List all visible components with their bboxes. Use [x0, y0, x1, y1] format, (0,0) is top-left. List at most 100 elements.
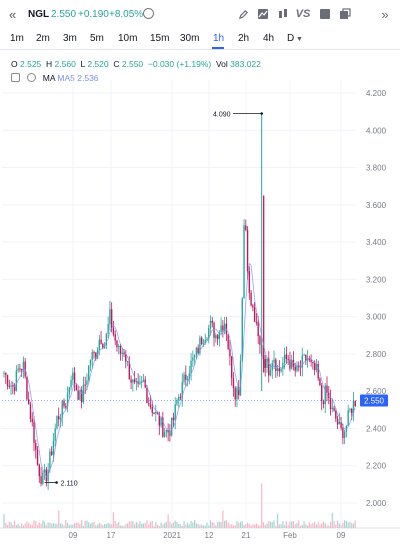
- candle: [65, 406, 67, 408]
- y-tick-label: 4.000: [366, 126, 387, 135]
- tf-d[interactable]: D: [287, 33, 295, 44]
- volume-bar: [336, 520, 339, 528]
- volume-bar: [26, 521, 28, 528]
- tf-4h[interactable]: 4h: [263, 33, 275, 44]
- candle: [42, 472, 44, 484]
- compare-icon[interactable]: VS: [295, 8, 311, 20]
- volume-bar: [271, 522, 273, 528]
- candle: [340, 421, 342, 429]
- volume-bar: [308, 522, 310, 528]
- candle: [285, 354, 288, 359]
- eye-icon[interactable]: [27, 73, 37, 82]
- more-chevron-icon[interactable]: »: [381, 6, 389, 22]
- candle: [239, 360, 242, 396]
- volume-bar: [291, 521, 293, 528]
- volume-bar: [155, 522, 157, 528]
- tf-15m[interactable]: 15m: [150, 33, 170, 44]
- tf-10m[interactable]: 10m: [118, 33, 138, 44]
- tf-3m[interactable]: 3m: [63, 33, 77, 44]
- volume-bar: [321, 523, 323, 528]
- volume-bar: [93, 521, 95, 528]
- candle: [132, 379, 134, 383]
- candle: [268, 358, 270, 376]
- tf-30m[interactable]: 30m: [180, 33, 200, 44]
- collapse-icon[interactable]: [11, 73, 20, 82]
- volume-bar: [169, 521, 171, 528]
- symbol-name[interactable]: NGL: [28, 9, 50, 20]
- volume-bar: [126, 523, 129, 528]
- volume-bar: [185, 524, 187, 528]
- tf-2m[interactable]: 2m: [36, 33, 50, 44]
- tf-2h[interactable]: 2h: [238, 33, 250, 44]
- candle: [28, 399, 30, 405]
- candle: [8, 385, 10, 387]
- candle: [119, 345, 122, 354]
- vol-value: 383.022: [230, 59, 261, 69]
- candle: [93, 352, 95, 354]
- volume-bar: [107, 522, 109, 528]
- candle: [190, 360, 192, 374]
- candle: [218, 331, 221, 340]
- volume-bar: [296, 523, 298, 528]
- volume-bar: [75, 523, 77, 528]
- tf-1h[interactable]: 1h: [213, 33, 225, 44]
- layout-icon[interactable]: [338, 7, 352, 21]
- indicators-icon[interactable]: [318, 7, 332, 21]
- candle: [255, 321, 258, 323]
- candle: [197, 347, 199, 354]
- candle: [321, 385, 323, 402]
- volume-bar: [329, 521, 332, 528]
- candle: [63, 400, 65, 407]
- clock-icon[interactable]: [143, 8, 154, 19]
- volume-bar: [149, 521, 152, 528]
- volume-bar: [40, 523, 42, 528]
- candle: [123, 352, 125, 355]
- volume-bar: [192, 522, 194, 528]
- volume-bar: [144, 522, 146, 528]
- back-icon[interactable]: «: [9, 7, 17, 22]
- volume-bar: [342, 522, 344, 528]
- candle: [333, 407, 335, 411]
- tf-5m[interactable]: 5m: [90, 33, 104, 44]
- volume-bar: [13, 520, 16, 528]
- volume-bar: [227, 522, 229, 528]
- candle: [313, 362, 316, 371]
- candle: [79, 390, 81, 400]
- candle: [43, 469, 46, 473]
- candle: [349, 409, 351, 411]
- volume-bar: [156, 524, 159, 528]
- x-tick-label: 09: [69, 531, 78, 540]
- candle: [324, 385, 326, 404]
- volume-bar: [105, 524, 107, 528]
- volume-bar: [301, 524, 303, 528]
- volume-bar: [167, 514, 169, 528]
- volume-bar: [45, 525, 47, 528]
- volume-bar: [17, 523, 19, 528]
- volume-bar: [280, 524, 282, 528]
- candle: [229, 348, 231, 357]
- volume-bar: [220, 522, 222, 528]
- candles-icon[interactable]: [276, 7, 290, 21]
- tf-1m[interactable]: 1m: [10, 33, 24, 44]
- candle: [66, 393, 69, 407]
- volume-bar: [299, 525, 302, 528]
- volume-bar: [61, 523, 63, 528]
- volume-bar: [165, 521, 167, 528]
- candle: [200, 337, 203, 344]
- pencil-icon[interactable]: [236, 7, 250, 21]
- volume-bar: [234, 525, 236, 528]
- volume-bar: [74, 523, 76, 528]
- volume-bar: [135, 521, 137, 528]
- caret-down-icon[interactable]: ▼: [296, 36, 303, 43]
- candle: [68, 387, 71, 394]
- candle: [317, 364, 319, 379]
- volume-bar: [326, 525, 328, 528]
- candle: [10, 385, 12, 387]
- candle: [202, 343, 205, 345]
- candle: [238, 387, 240, 396]
- volume-bar: [109, 523, 111, 528]
- volume-bar: [95, 525, 97, 528]
- volume-bar: [42, 520, 44, 528]
- area-chart-icon[interactable]: [256, 7, 270, 21]
- candle: [193, 354, 196, 358]
